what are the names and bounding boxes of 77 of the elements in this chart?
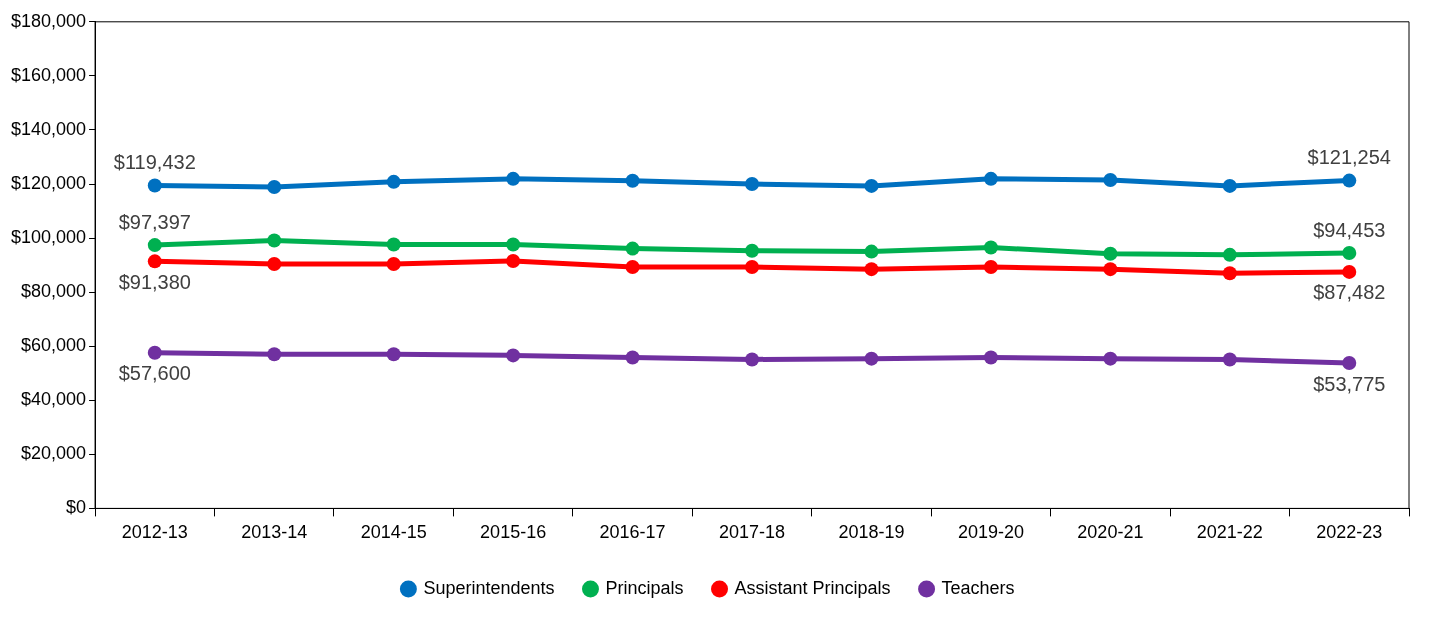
x-tick-label: 2021-22 [1196, 522, 1263, 543]
point [386, 347, 401, 362]
point [983, 171, 998, 186]
x-tick-label: 2022-23 [1316, 522, 1383, 543]
point [1103, 172, 1118, 187]
x-tick-label: 2017-18 [719, 522, 786, 543]
legend-label: Superintendents [423, 577, 555, 598]
point [1103, 246, 1118, 261]
point [147, 178, 162, 193]
y-tick-label: $180,000 [11, 10, 87, 31]
y-tick-label: $20,000 [21, 443, 87, 464]
data-label: $57,600 [118, 362, 191, 385]
point [1222, 266, 1237, 281]
legend-label: Principals [605, 577, 684, 598]
point [1342, 246, 1357, 261]
point [745, 352, 760, 367]
point [506, 171, 521, 186]
point [506, 254, 521, 269]
point [864, 244, 879, 259]
point [1222, 178, 1237, 193]
point [864, 178, 879, 193]
data-label: $94,453 [1313, 218, 1386, 241]
point [267, 257, 282, 272]
point [1222, 352, 1237, 367]
point [267, 179, 282, 194]
point [386, 174, 401, 189]
point [506, 237, 521, 252]
x-tick-label: 2013-14 [241, 522, 308, 543]
y-tick-label: $60,000 [21, 335, 87, 356]
point [1342, 173, 1357, 188]
data-label: $97,397 [118, 210, 191, 233]
data-label: $53,775 [1313, 372, 1386, 395]
data-label: $87,482 [1313, 281, 1386, 304]
x-tick-label: 2012-13 [121, 522, 188, 543]
point [1103, 351, 1118, 366]
point [1342, 356, 1357, 371]
legend-label: Teachers [941, 577, 1015, 598]
x-tick-label: 2019-20 [957, 522, 1024, 543]
point [625, 350, 640, 365]
x-tick-label: 2014-15 [360, 522, 427, 543]
point [983, 350, 998, 365]
point [864, 351, 879, 366]
point [625, 173, 640, 188]
point [983, 240, 998, 255]
point [625, 241, 640, 256]
x-tick-label: 2018-19 [838, 522, 905, 543]
point [1103, 262, 1118, 277]
y-tick-label: $80,000 [21, 281, 87, 302]
point [386, 257, 401, 272]
point [625, 259, 640, 274]
point [1222, 247, 1237, 262]
point [1342, 264, 1357, 279]
point [267, 233, 282, 248]
data-label: $119,432 [113, 151, 196, 174]
point [147, 254, 162, 269]
point [745, 259, 760, 274]
y-tick-label: $120,000 [11, 172, 87, 193]
point [267, 347, 282, 362]
y-tick-label: $100,000 [11, 227, 87, 248]
point [983, 259, 998, 274]
y-tick-label: $160,000 [11, 64, 87, 85]
x-tick-label: 2016-17 [599, 522, 666, 543]
x-tick-label: 2020-21 [1077, 522, 1144, 543]
data-label: $121,254 [1307, 146, 1391, 169]
point [506, 348, 521, 363]
legend-label: Assistant Principals [734, 577, 891, 598]
y-tick-label: $0 [66, 497, 87, 518]
point [147, 238, 162, 253]
y-tick-label: $40,000 [21, 389, 87, 410]
point [147, 345, 162, 360]
x-tick-label: 2015-16 [480, 522, 547, 543]
point [864, 262, 879, 277]
point [745, 177, 760, 191]
point [386, 237, 401, 252]
data-label: $91,380 [118, 270, 191, 293]
point [745, 243, 760, 258]
y-tick-label: $140,000 [11, 118, 87, 139]
